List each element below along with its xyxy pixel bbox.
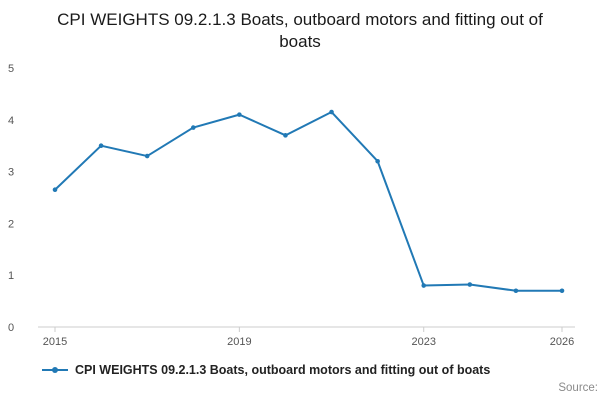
svg-text:2015: 2015 [43,336,67,348]
svg-text:2019: 2019 [227,336,251,348]
legend-label: CPI WEIGHTS 09.2.1.3 Boats, outboard mot… [75,363,491,377]
legend-line-marker-icon [42,367,68,373]
svg-text:2026: 2026 [550,336,574,348]
chart-title: CPI WEIGHTS 09.2.1.3 Boats, outboard mot… [57,10,543,52]
svg-text:0: 0 [8,322,14,334]
source-label: Source: [558,382,598,394]
svg-text:4: 4 [8,115,14,127]
line-chart: 0 1 2 3 4 5 2015 2019 2023 2026 [8,63,575,348]
svg-text:3: 3 [8,167,14,179]
svg-text:2023: 2023 [411,336,435,348]
svg-text:1: 1 [8,270,14,282]
legend-item[interactable]: CPI WEIGHTS 09.2.1.3 Boats, outboard mot… [42,363,490,377]
svg-text:5: 5 [8,63,14,75]
svg-text:2: 2 [8,218,14,230]
